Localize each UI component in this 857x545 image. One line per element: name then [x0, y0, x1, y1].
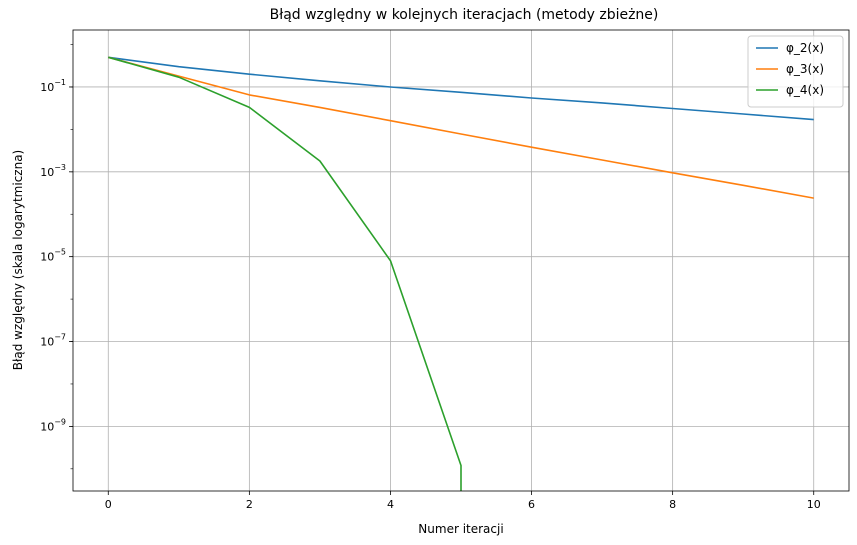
series-lines	[108, 56, 814, 491]
plot-frame	[72, 29, 850, 492]
legend-label: φ_3(x)	[786, 62, 824, 76]
series-line	[108, 56, 462, 491]
x-tick-label: 10	[807, 498, 821, 511]
x-axis-label: Numer iteracji	[418, 522, 503, 536]
y-axis-ticks: 10−1 10−3 10−5 10−7 10−9	[40, 44, 73, 470]
y-tick-label: 10−7	[40, 333, 66, 349]
y-tick-label: 10−9	[40, 417, 66, 433]
series-line	[108, 56, 814, 121]
x-axis-ticks: 0 2 4 6 8 10	[105, 491, 821, 511]
x-tick-label: 4	[387, 498, 394, 511]
y-tick-label: 10−3	[40, 163, 66, 179]
grid	[73, 30, 849, 491]
chart-title: Błąd względny w kolejnych iteracjach (me…	[270, 7, 659, 23]
y-tick-label: 10−1	[40, 78, 66, 94]
legend: φ_2(x) φ_3(x) φ_4(x)	[747, 35, 844, 108]
x-tick-label: 8	[669, 498, 676, 511]
x-tick-label: 2	[246, 498, 253, 511]
x-tick-label: 0	[105, 498, 112, 511]
legend-label: φ_4(x)	[786, 83, 824, 97]
legend-label: φ_2(x)	[786, 41, 824, 55]
y-tick-label: 10−5	[40, 248, 66, 264]
x-tick-label: 6	[528, 498, 535, 511]
series-line	[108, 56, 814, 199]
y-axis-label: Błąd względny (skala logarytmiczna)	[11, 150, 25, 371]
